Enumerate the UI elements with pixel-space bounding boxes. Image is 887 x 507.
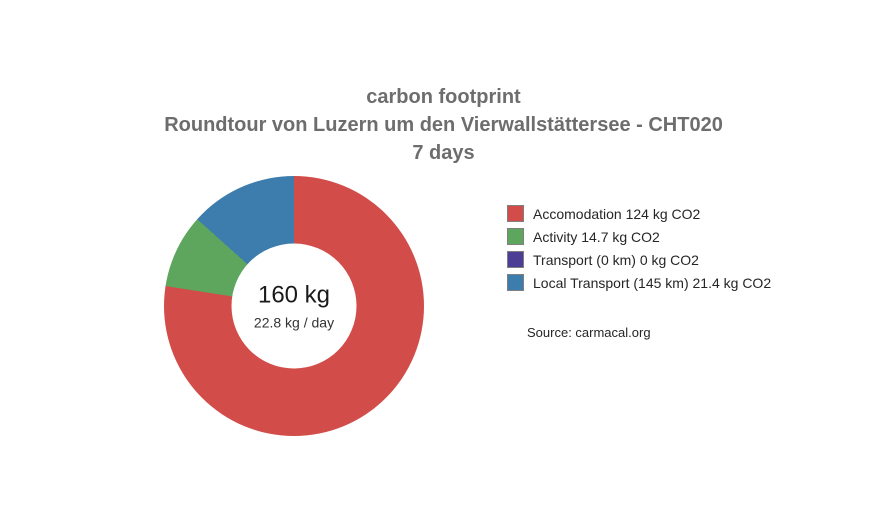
chart-title: carbon footprint Roundtour von Luzern um…	[0, 83, 887, 167]
legend-item-label: Transport (0 km) 0 kg CO2	[533, 251, 699, 268]
legend-swatch-icon	[507, 205, 524, 222]
center-per-day-label: 22.8 kg / day	[253, 314, 335, 331]
source-text: Source: carmacal.org	[527, 325, 651, 340]
legend-swatch-icon	[507, 251, 524, 268]
legend-item: Local Transport (145 km) 21.4 kg CO2	[507, 274, 771, 291]
donut-hole: 160 kg 22.8 kg / day	[231, 243, 357, 369]
chart-title-line-1: carbon footprint	[366, 86, 521, 108]
legend-item: Transport (0 km) 0 kg CO2	[507, 251, 771, 268]
chart-title-line-2: Roundtour von Luzern um den Vierwallstät…	[164, 114, 723, 136]
legend-item: Activity 14.7 kg CO2	[507, 228, 771, 245]
legend-item-label: Local Transport (145 km) 21.4 kg CO2	[533, 274, 772, 291]
legend-item: Accomodation 124 kg CO2	[507, 205, 771, 222]
legend-item-label: Activity 14.7 kg CO2	[533, 228, 660, 245]
chart-legend: Accomodation 124 kg CO2 Activity 14.7 kg …	[507, 205, 771, 291]
legend-swatch-icon	[507, 274, 524, 291]
donut-chart: 160 kg 22.8 kg / day	[164, 176, 424, 436]
legend-item-label: Accomodation 124 kg CO2	[533, 205, 701, 222]
legend-swatch-icon	[507, 228, 524, 245]
chart-title-line-3: 7 days	[412, 142, 475, 164]
center-total-label: 160 kg	[257, 281, 331, 309]
